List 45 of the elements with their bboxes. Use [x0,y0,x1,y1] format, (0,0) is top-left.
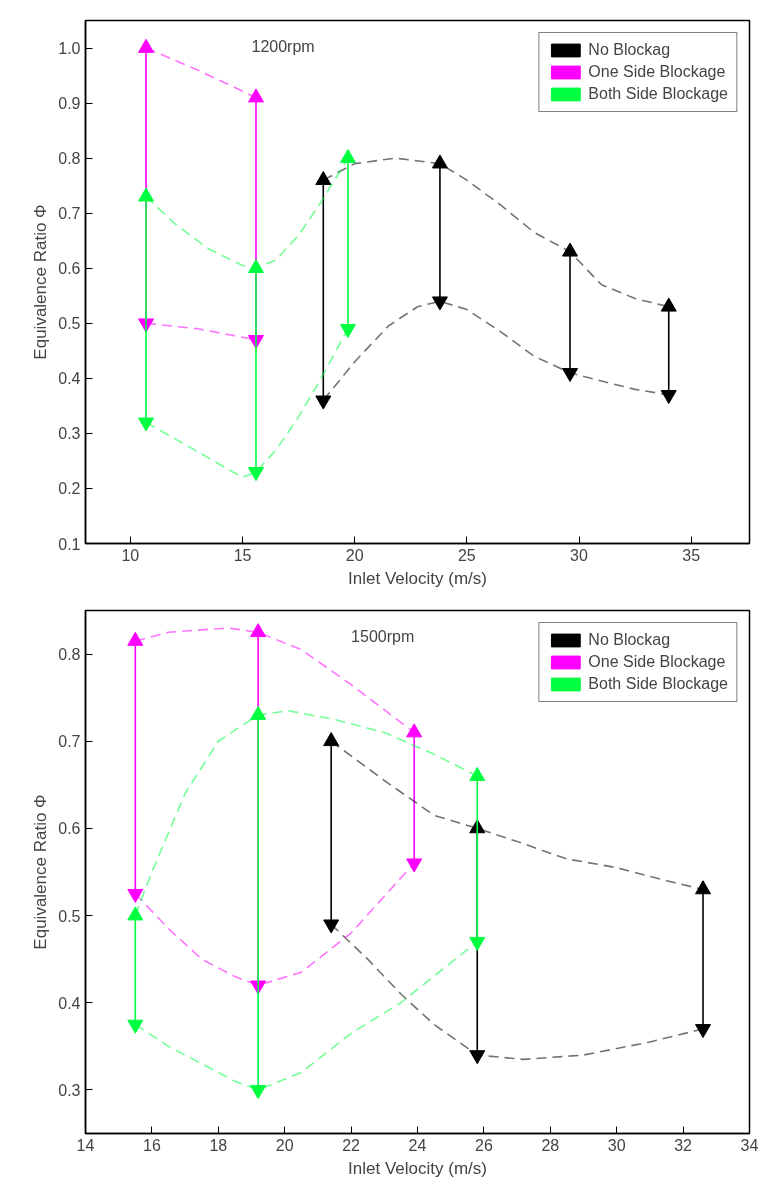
y-tick-label: 0.7 [58,733,81,751]
x-tick-label: 16 [143,1136,161,1154]
x-tick-label: 30 [570,546,589,564]
y-tick-label: 0.7 [58,205,81,223]
legend-label: Both Side Blockage [588,675,728,693]
x-axis-title: Inlet Velocity (m/s) [348,1158,487,1178]
y-tick-label: 0.1 [58,535,81,553]
x-tick-label: 15 [233,546,252,564]
x-tick-label: 25 [457,546,476,564]
x-tick-label: 20 [345,546,364,564]
y-tick-label: 0.6 [58,820,81,838]
x-tick-label: 18 [209,1136,228,1154]
x-tick-label: 24 [408,1136,427,1154]
x-tick-label: 22 [342,1136,361,1154]
x-tick-label: 34 [740,1136,759,1154]
legend-label: No Blockag [588,631,671,649]
y-axis-title: Equivalence Ratio Φ [31,204,51,360]
annotation: 1200rpm [251,37,315,55]
legend-label: One Side Blockage [588,653,726,671]
x-tick-label: 30 [607,1136,626,1154]
y-tick-label: 0.2 [58,480,81,498]
x-axis-title: Inlet Velocity (m/s) [348,568,487,588]
legend-label: One Side Blockage [588,63,726,81]
y-tick-label: 0.5 [58,315,81,333]
y-tick-label: 0.4 [58,370,81,388]
y-tick-label: 0.8 [58,646,81,664]
x-tick-label: 28 [541,1136,560,1154]
x-tick-label: 14 [76,1136,95,1154]
y-tick-label: 0.6 [58,260,81,278]
x-tick-label: 26 [475,1136,493,1154]
annotation: 1500rpm [351,627,415,645]
y-tick-label: 0.5 [58,907,81,925]
y-axis-title: Equivalence Ratio Φ [31,794,51,950]
x-tick-label: 20 [275,1136,294,1154]
y-tick-label: 0.4 [58,994,81,1012]
legend-label: Both Side Blockage [588,85,728,103]
y-tick-label: 0.9 [58,95,81,113]
y-tick-label: 0.3 [58,425,81,443]
x-tick-label: 10 [121,546,140,564]
y-tick-label: 0.8 [58,150,81,168]
legend-label: No Blockag [588,41,671,59]
x-tick-label: 35 [682,546,701,564]
y-tick-label: 1.0 [58,40,81,58]
x-tick-label: 32 [674,1136,693,1154]
y-tick-label: 0.3 [58,1081,81,1099]
